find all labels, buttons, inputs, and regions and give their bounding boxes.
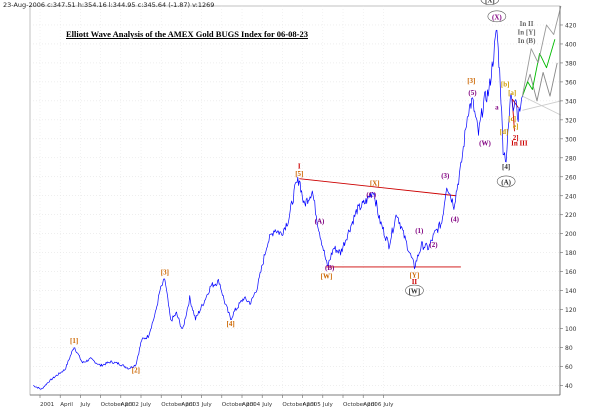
wave-label: [X] — [370, 179, 380, 187]
wave-label: In II — [520, 20, 534, 28]
x-tick-label: July — [322, 402, 334, 408]
wave-label: e] — [513, 122, 518, 130]
x-tick-label: July — [261, 402, 273, 408]
x-tick-label: July — [140, 402, 152, 408]
wave-label: (3) — [441, 172, 450, 180]
y-tick-label: 400 — [565, 41, 577, 48]
wave-label: In [Y] — [518, 29, 536, 37]
x-tick-label: July — [382, 402, 394, 408]
y-tick-label: 100 — [565, 326, 577, 333]
wave-label: [a] — [508, 89, 516, 97]
trendline — [522, 100, 562, 111]
x-tick-label: April — [363, 402, 376, 408]
wave-labels: [1][2][3][4]I[5](A)(B)[W][X](C)(1)[Y]II[… — [70, 0, 536, 374]
label-oval — [496, 175, 516, 188]
x-tick-label: April — [121, 402, 134, 408]
price-series — [33, 5, 562, 390]
wave-label: [b] — [501, 81, 510, 89]
trendline — [299, 178, 457, 197]
wave-label: II — [412, 278, 418, 286]
y-tick-label: 340 — [565, 98, 577, 105]
y-tick-label: 220 — [565, 212, 577, 219]
y-tick-label: 120 — [565, 307, 577, 314]
wave-label: [2] — [132, 366, 140, 374]
wave-label: (W) — [479, 140, 491, 148]
y-tick-label: 160 — [565, 269, 577, 276]
wave-label: [4] — [226, 320, 234, 328]
y-tick-label: 240 — [565, 193, 577, 200]
trendlines — [299, 95, 562, 268]
x-tick-label: 2001 — [40, 402, 55, 408]
x-tick-label: April — [60, 402, 73, 408]
wave-label: (X) — [492, 13, 502, 21]
x-tick-label: April — [242, 402, 255, 408]
x-tick-label: July — [201, 402, 213, 408]
y-tick-label: 200 — [565, 231, 577, 238]
x-tick-label: July — [79, 402, 91, 408]
price-line — [33, 29, 523, 390]
y-tick-label: 280 — [565, 155, 577, 162]
wave-label: [W] — [321, 272, 333, 280]
wave-label: a — [495, 103, 499, 111]
quote-header: 23-Aug-2006 c:347.51 h:354.16 l:344.95 c… — [3, 1, 215, 9]
wave-label: [Y] — [410, 271, 420, 279]
wave-label: [c] — [508, 115, 516, 123]
y-tick-label: 380 — [565, 60, 577, 67]
wave-label: [5] — [295, 170, 303, 178]
wave-label: [4] — [502, 163, 510, 171]
wave-label: (1) — [415, 227, 424, 235]
wave-label: (A) — [315, 217, 325, 225]
projection-line — [521, 5, 562, 97]
wave-label: [3] — [161, 269, 169, 277]
y-tick-label: 360 — [565, 79, 577, 86]
chart-title: Elliott Wave Analysis of the AMEX Gold B… — [66, 29, 308, 39]
label-oval — [480, 0, 500, 6]
wave-label: (5) — [468, 89, 477, 97]
y-tick-label: 60 — [565, 364, 573, 371]
wave-label: 2] — [513, 134, 519, 142]
wave-label: I — [298, 162, 301, 170]
wave-label: [1] — [70, 337, 78, 345]
x-tick-label: October 2006 — [343, 402, 382, 408]
y-tick-label: 40 — [565, 383, 573, 390]
y-tick-label: 80 — [565, 345, 573, 352]
x-tick-label: October 2005 — [282, 402, 321, 408]
wave-label: [W] — [409, 288, 421, 296]
trendline — [511, 98, 519, 108]
wave-label: [d] — [500, 128, 509, 136]
x-tick-label: October 2004 — [222, 402, 261, 408]
projection-line — [521, 62, 558, 102]
wave-label: (2) — [429, 241, 438, 249]
y-tick-label: 320 — [565, 117, 577, 124]
plot-frame — [29, 5, 561, 396]
y-tick-label: 300 — [565, 136, 577, 143]
label-oval — [405, 284, 424, 297]
wave-label: In (B) — [518, 37, 536, 45]
wave-label: [X] — [485, 0, 495, 4]
y-tick-label: 140 — [565, 288, 577, 295]
x-tick-label: April — [303, 402, 316, 408]
wave-label: (C) — [366, 191, 376, 199]
y-tick-label: 260 — [565, 174, 577, 181]
x-tick-label: April — [181, 402, 194, 408]
x-tick-label: October 2003 — [161, 402, 200, 408]
y-tick-label: 180 — [565, 250, 577, 257]
label-oval — [487, 10, 507, 23]
wave-label: In III — [511, 140, 528, 148]
wave-label: (B) — [325, 264, 335, 272]
grid — [29, 5, 561, 396]
wave-label: (4) — [451, 215, 460, 223]
wave-label: (A) — [501, 178, 511, 186]
x-tick-label: October 2002 — [101, 402, 139, 408]
y-tick-label: 420 — [565, 22, 577, 29]
wave-label: [3] — [467, 77, 475, 85]
projection-line — [521, 39, 556, 97]
y-axis: 40 60 80 100 120 140 160 180 200 220 240 260 280 300 3… — [559, 6, 577, 395]
